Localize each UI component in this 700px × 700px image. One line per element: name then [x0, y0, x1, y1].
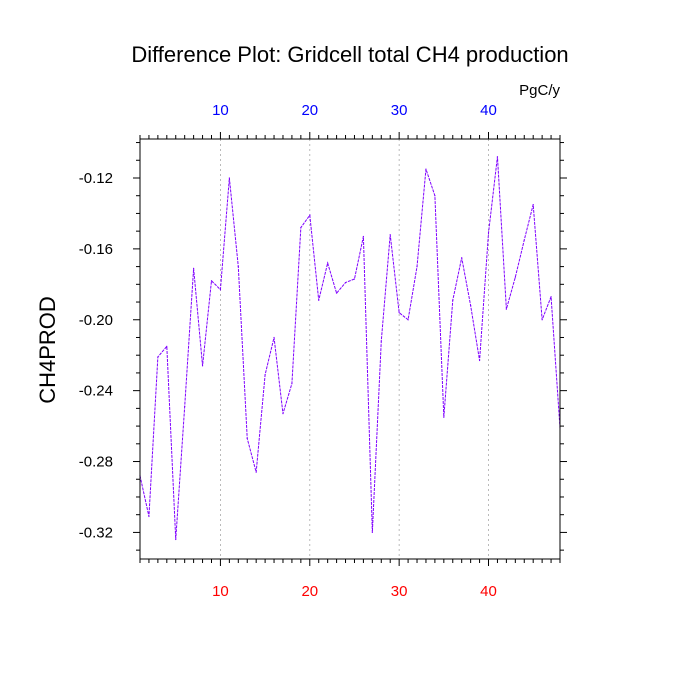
data-point	[416, 265, 418, 268]
data-point	[148, 515, 150, 518]
x-tick-label-top: 10	[212, 102, 229, 119]
chart-title: Difference Plot: Gridcell total CH4 prod…	[131, 42, 568, 67]
data-point	[264, 374, 266, 376]
data-point	[505, 308, 507, 310]
data-point	[514, 276, 516, 278]
x-tick-label-bottom: 40	[480, 583, 497, 600]
y-axis-label: CH4PROD	[35, 296, 60, 404]
data-point	[318, 299, 320, 301]
data-point	[291, 382, 293, 385]
units-label: PgC/y	[519, 82, 560, 99]
data-point	[478, 359, 481, 362]
x-tick-label-top: 30	[391, 102, 408, 119]
data-point	[201, 365, 204, 367]
data-point	[228, 177, 230, 179]
y-tick-label: -0.16	[79, 241, 113, 258]
y-tick-label: -0.12	[79, 170, 113, 187]
series-layer	[139, 156, 561, 541]
y-tick-label: -0.28	[79, 454, 113, 471]
data-point	[237, 265, 239, 268]
data-point	[398, 312, 400, 314]
data-point	[380, 340, 382, 342]
data-point	[389, 234, 391, 236]
data-point	[219, 289, 222, 291]
data-point	[452, 299, 454, 301]
data-point	[461, 257, 463, 259]
data-point	[184, 405, 186, 408]
x-tick-label-top: 40	[480, 102, 497, 119]
data-point	[166, 345, 168, 347]
y-tick-label: -0.20	[79, 312, 113, 329]
data-point	[210, 280, 213, 282]
data-point	[335, 292, 338, 294]
data-point	[193, 267, 195, 269]
x-tick-label-bottom: 10	[212, 583, 229, 600]
data-point	[532, 203, 534, 206]
data-point	[550, 296, 552, 298]
data-point	[246, 437, 248, 440]
data-point	[273, 336, 275, 339]
data-point	[175, 538, 177, 541]
x-tick-label-bottom: 20	[301, 583, 318, 600]
y-tick-label: -0.32	[79, 524, 113, 541]
data-point	[255, 471, 257, 473]
y-tick-label: -0.24	[79, 383, 113, 400]
plot-frame	[139, 138, 561, 560]
data-point	[496, 156, 499, 158]
data-point	[443, 416, 445, 418]
data-point	[282, 413, 284, 415]
data-point	[157, 356, 159, 358]
x-tick-label-top: 20	[301, 102, 318, 119]
tick-layer	[133, 132, 567, 566]
data-point	[425, 168, 427, 170]
grid-layer	[220, 139, 489, 559]
x-tick-label-bottom: 30	[391, 583, 408, 600]
label-layer: 10 10 20 20 30 30 40 40 -0.12 -0.16 -0.20 -0.24 -0.2…	[79, 102, 497, 600]
data-point	[470, 304, 472, 307]
data-point	[327, 262, 329, 264]
data-point	[434, 195, 436, 197]
data-point	[300, 227, 302, 229]
data-point	[487, 232, 490, 234]
data-point	[344, 281, 347, 284]
data-point	[523, 239, 525, 241]
data-point	[407, 319, 409, 321]
data-line	[139, 156, 561, 540]
data-point	[353, 278, 356, 280]
data-point	[362, 235, 365, 238]
data-point	[309, 214, 311, 216]
data-point	[371, 531, 373, 534]
data-point	[541, 319, 543, 321]
